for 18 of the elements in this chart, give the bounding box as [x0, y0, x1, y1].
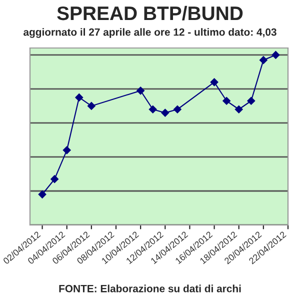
source-note: FONTE: Elaborazione su dati di archi	[59, 284, 241, 292]
point	[50, 175, 59, 184]
point	[247, 96, 256, 105]
point	[161, 108, 170, 117]
point	[148, 105, 157, 114]
point	[173, 105, 182, 114]
point	[136, 86, 145, 95]
point	[75, 94, 84, 102]
point	[38, 190, 46, 198]
chart-title: SPREAD BTP/BUND	[57, 6, 243, 20]
point	[87, 102, 96, 110]
point	[222, 96, 231, 105]
point	[62, 146, 71, 154]
point	[272, 51, 280, 59]
point	[259, 56, 268, 64]
point	[210, 78, 218, 86]
point	[234, 105, 243, 114]
chart-subtitle: aggiornato il 27 aprile alle ore 12 - ultimo dato: 4,03	[24, 28, 276, 38]
